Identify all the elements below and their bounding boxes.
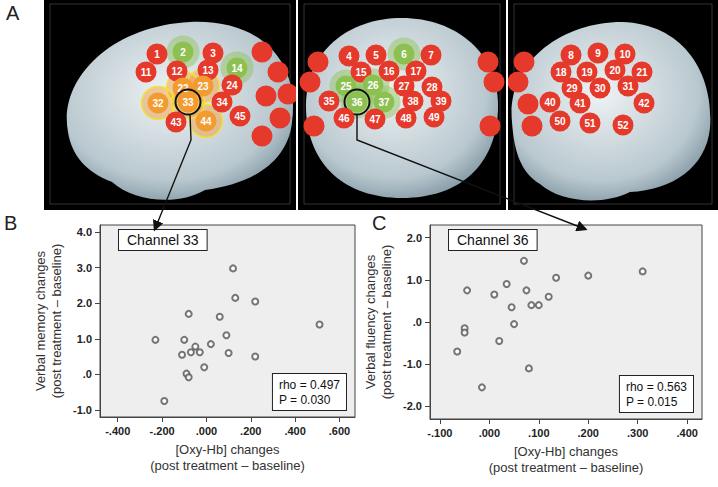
svg-text:24: 24 xyxy=(226,80,238,91)
svg-text:(post treatment – baseline): (post treatment – baseline) xyxy=(379,245,394,400)
svg-text:9: 9 xyxy=(595,48,601,59)
svg-text:.0: .0 xyxy=(83,368,92,380)
svg-text:-1.0: -1.0 xyxy=(403,358,422,370)
svg-text:.0: .0 xyxy=(413,316,422,328)
svg-text:-.200: -.200 xyxy=(150,425,175,437)
svg-text:14: 14 xyxy=(231,63,243,74)
svg-text:17: 17 xyxy=(410,66,422,77)
svg-text:.200: .200 xyxy=(240,425,261,437)
svg-text:7: 7 xyxy=(428,50,434,61)
svg-text:50: 50 xyxy=(554,116,566,127)
svg-text:32: 32 xyxy=(152,98,164,109)
svg-text:P = 0.030: P = 0.030 xyxy=(279,393,331,407)
svg-text:37: 37 xyxy=(378,97,390,108)
svg-text:47: 47 xyxy=(369,114,381,125)
svg-text:26: 26 xyxy=(367,80,379,91)
svg-text:1.0: 1.0 xyxy=(407,274,422,286)
svg-text:51: 51 xyxy=(584,118,596,129)
svg-text:12: 12 xyxy=(171,66,183,77)
svg-text:[Oxy-Hb] changes: [Oxy-Hb] changes xyxy=(514,444,619,459)
svg-text:13: 13 xyxy=(202,65,214,76)
svg-text:15: 15 xyxy=(355,67,367,78)
svg-text:48: 48 xyxy=(400,113,412,124)
svg-text:Channel 36: Channel 36 xyxy=(457,232,529,248)
svg-text:.300: .300 xyxy=(627,427,648,439)
svg-text:23: 23 xyxy=(197,81,209,92)
svg-text:18: 18 xyxy=(555,67,567,78)
svg-text:.100: .100 xyxy=(528,427,549,439)
svg-text:19: 19 xyxy=(581,67,593,78)
svg-text:1.0: 1.0 xyxy=(77,333,92,345)
svg-text:Channel 33: Channel 33 xyxy=(127,232,199,248)
svg-text:27: 27 xyxy=(398,81,410,92)
svg-text:33: 33 xyxy=(182,97,194,108)
svg-text:5: 5 xyxy=(373,50,379,61)
svg-text:rho = 0.497: rho = 0.497 xyxy=(279,378,340,392)
html-text:B: B xyxy=(4,212,18,234)
svg-text:.000: .000 xyxy=(196,425,217,437)
svg-text:6: 6 xyxy=(401,49,407,60)
svg-text:49: 49 xyxy=(428,112,440,123)
svg-text:4.0: 4.0 xyxy=(77,226,92,238)
svg-text:39: 39 xyxy=(435,96,447,107)
svg-text:4: 4 xyxy=(346,51,352,62)
svg-text:.000: .000 xyxy=(479,427,500,439)
svg-text:2.0: 2.0 xyxy=(77,297,92,309)
svg-text:1: 1 xyxy=(154,49,160,60)
svg-text:31: 31 xyxy=(622,81,634,92)
svg-text:28: 28 xyxy=(426,82,438,93)
svg-text:34: 34 xyxy=(216,97,228,108)
svg-text:3.0: 3.0 xyxy=(77,262,92,274)
svg-text:-.400: -.400 xyxy=(105,425,130,437)
svg-text:.400: .400 xyxy=(284,425,305,437)
svg-text:46: 46 xyxy=(338,113,350,124)
svg-text:Verbal fluency changes: Verbal fluency changes xyxy=(363,254,378,389)
html-text:C: C xyxy=(372,212,387,234)
svg-text:40: 40 xyxy=(544,97,556,108)
svg-text:35: 35 xyxy=(323,96,335,107)
svg-text:3: 3 xyxy=(210,48,216,59)
svg-text:22: 22 xyxy=(177,83,189,94)
html-text:A: A xyxy=(6,2,20,24)
svg-text:16: 16 xyxy=(383,66,395,77)
svg-text:-.100: -.100 xyxy=(427,427,452,439)
svg-text:(post treatment – baseline): (post treatment – baseline) xyxy=(49,244,64,399)
svg-text:.400: .400 xyxy=(676,427,697,439)
svg-text:(post treatment – baseline): (post treatment – baseline) xyxy=(489,460,644,475)
svg-text:8: 8 xyxy=(568,50,574,61)
svg-text:11: 11 xyxy=(141,67,152,78)
svg-text:30: 30 xyxy=(594,83,606,94)
svg-text:rho = 0.563: rho = 0.563 xyxy=(626,380,687,394)
svg-text:20: 20 xyxy=(609,65,621,76)
svg-text:41: 41 xyxy=(574,98,586,109)
svg-text:29: 29 xyxy=(566,83,578,94)
svg-text:.600: .600 xyxy=(329,425,350,437)
svg-text:Verbal memory changes: Verbal memory changes xyxy=(33,250,48,391)
svg-text:P = 0.015: P = 0.015 xyxy=(626,395,678,409)
svg-text:45: 45 xyxy=(234,111,246,122)
svg-text:21: 21 xyxy=(636,67,648,78)
svg-text:36: 36 xyxy=(351,97,363,108)
svg-text:[Oxy-Hb] changes: [Oxy-Hb] changes xyxy=(175,442,280,457)
svg-text:.200: .200 xyxy=(578,427,599,439)
svg-text:10: 10 xyxy=(619,49,631,60)
svg-text:25: 25 xyxy=(340,81,352,92)
svg-text:42: 42 xyxy=(638,98,650,109)
svg-text:52: 52 xyxy=(617,120,629,131)
svg-text:(post treatment – baseline): (post treatment – baseline) xyxy=(150,458,305,473)
svg-text:2: 2 xyxy=(180,47,186,58)
svg-text:43: 43 xyxy=(170,117,182,128)
svg-text:-1.0: -1.0 xyxy=(73,404,92,416)
svg-text:38: 38 xyxy=(407,96,419,107)
svg-text:44: 44 xyxy=(200,116,212,127)
svg-text:2.0: 2.0 xyxy=(407,232,422,244)
svg-text:-2.0: -2.0 xyxy=(403,400,422,412)
